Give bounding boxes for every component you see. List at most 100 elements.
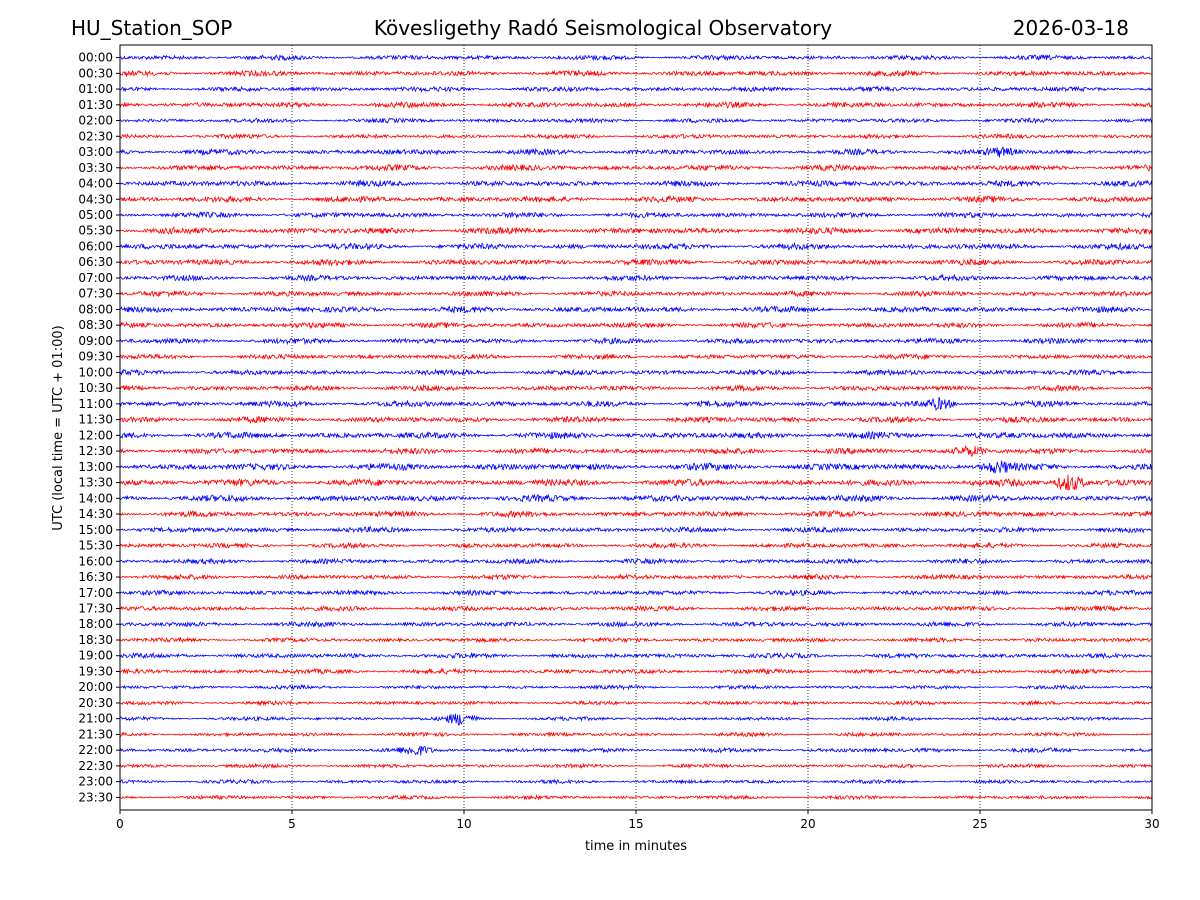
y-tick-label: 18:30 — [78, 633, 113, 647]
trace-0930 — [119, 352, 1153, 361]
y-tick-label: 16:00 — [78, 554, 113, 568]
y-tick-label: 01:30 — [78, 98, 113, 112]
y-tick-label: 00:30 — [78, 66, 113, 80]
y-tick-label: 19:30 — [78, 664, 113, 678]
y-tick-label: 12:30 — [78, 444, 113, 458]
y-tick-label: 22:30 — [78, 759, 113, 773]
trace-1200 — [119, 430, 1153, 440]
trace-2200 — [119, 745, 1153, 756]
y-tick-label: 07:30 — [78, 287, 113, 301]
y-tick-label: 05:30 — [78, 224, 113, 238]
trace-1330 — [119, 474, 1153, 491]
y-tick-label: 18:00 — [78, 617, 113, 631]
y-tick-label: 10:00 — [78, 365, 113, 379]
trace-0230 — [119, 132, 1153, 140]
x-tick-label: 25 — [972, 817, 987, 831]
y-axis-label: UTC (local time = UTC + 01:00) — [51, 325, 66, 530]
y-tick-label: 13:30 — [78, 476, 113, 490]
y-tick-label: 02:30 — [78, 129, 113, 143]
y-tick-label: 14:30 — [78, 507, 113, 521]
trace-1930 — [119, 667, 1153, 675]
trace-0630 — [119, 257, 1153, 267]
trace-1300 — [119, 460, 1153, 474]
y-tick-label: 08:30 — [78, 318, 113, 332]
y-tick-label: 03:00 — [78, 145, 113, 159]
trace-2300 — [119, 778, 1153, 785]
y-tick-label: 03:30 — [78, 161, 113, 175]
trace-2230 — [119, 762, 1153, 770]
y-tick-label: 15:30 — [78, 539, 113, 553]
y-tick-label: 15:00 — [78, 523, 113, 537]
trace-0600 — [119, 241, 1153, 251]
trace-2000 — [119, 684, 1153, 691]
trace-0800 — [119, 305, 1153, 314]
trace-1700 — [119, 588, 1153, 597]
station-title: HU_Station_SOP — [71, 16, 232, 40]
y-tick-label: 08:00 — [78, 302, 113, 316]
y-tick-label: 20:30 — [78, 696, 113, 710]
x-axis-ticks: 0 5 10 15 20 25 30 — [116, 810, 1160, 831]
trace-2030 — [119, 699, 1153, 707]
date-title: 2026-03-18 — [1013, 16, 1129, 40]
y-tick-label: 04:00 — [78, 177, 113, 191]
x-tick-label: 0 — [116, 817, 124, 831]
x-tick-label: 10 — [456, 817, 471, 831]
trace-0130 — [119, 100, 1153, 109]
x-tick-label: 30 — [1144, 817, 1159, 831]
trace-1900 — [119, 651, 1153, 660]
vertical-gridlines — [291, 45, 981, 810]
trace-0400 — [119, 179, 1153, 188]
y-tick-label: 23:30 — [78, 790, 113, 804]
trace-0030 — [119, 69, 1153, 78]
y-tick-label: 00:00 — [78, 51, 113, 65]
trace-1100 — [119, 396, 1153, 412]
y-tick-label: 06:00 — [78, 239, 113, 253]
trace-1530 — [119, 541, 1153, 550]
trace-1130 — [119, 415, 1153, 425]
trace-1830 — [119, 636, 1153, 644]
trace-0830 — [119, 321, 1153, 330]
trace-0100 — [119, 85, 1153, 93]
y-tick-label: 02:00 — [78, 114, 113, 128]
y-tick-label: 11:30 — [78, 413, 113, 427]
trace-1430 — [119, 509, 1153, 519]
y-tick-label: 22:00 — [78, 743, 113, 757]
trace-1600 — [119, 557, 1153, 566]
y-tick-label: 21:30 — [78, 727, 113, 741]
y-tick-label: 01:00 — [78, 82, 113, 96]
y-tick-label: 16:30 — [78, 570, 113, 584]
observatory-title: Kövesligethy Radó Seismological Observat… — [374, 16, 832, 40]
y-tick-label: 14:00 — [78, 491, 113, 505]
trace-0530 — [119, 226, 1153, 236]
y-tick-label: 05:00 — [78, 208, 113, 222]
x-tick-label: 20 — [800, 817, 815, 831]
x-tick-label: 15 — [628, 817, 643, 831]
trace-1230 — [119, 445, 1153, 457]
trace-1800 — [119, 620, 1153, 628]
trace-1030 — [119, 383, 1153, 393]
trace-0730 — [119, 289, 1153, 298]
y-tick-label: 19:00 — [78, 649, 113, 663]
y-tick-label: 21:00 — [78, 712, 113, 726]
trace-1000 — [119, 368, 1153, 377]
y-tick-label: 04:30 — [78, 192, 113, 206]
x-axis-label: time in minutes — [585, 839, 687, 854]
y-tick-label: 06:30 — [78, 255, 113, 269]
y-tick-label: 07:00 — [78, 271, 113, 285]
trace-0500 — [119, 211, 1153, 220]
y-tick-label: 13:00 — [78, 460, 113, 474]
y-tick-label: 10:30 — [78, 381, 113, 395]
trace-1500 — [119, 525, 1153, 534]
trace-1730 — [119, 604, 1153, 613]
trace-0700 — [119, 273, 1153, 283]
trace-2130 — [119, 730, 1153, 738]
y-tick-label: 09:00 — [78, 334, 113, 348]
x-tick-label: 5 — [288, 817, 296, 831]
trace-0900 — [119, 336, 1153, 346]
y-tick-label: 09:30 — [78, 350, 113, 364]
y-tick-label: 12:00 — [78, 428, 113, 442]
trace-1630 — [120, 573, 1153, 581]
trace-0000 — [119, 53, 1152, 62]
